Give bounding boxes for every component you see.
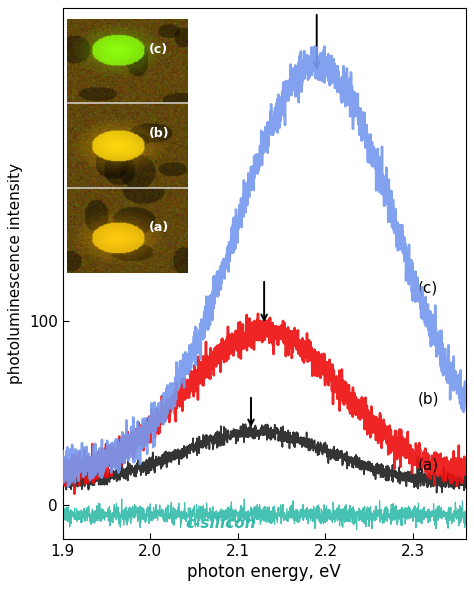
X-axis label: photon energy, eV: photon energy, eV: [187, 562, 341, 581]
Text: (b): (b): [418, 391, 439, 406]
Text: (a): (a): [418, 458, 438, 472]
Y-axis label: photoluminescence intensity: photoluminescence intensity: [9, 163, 23, 384]
Text: c-silicon: c-silicon: [185, 517, 256, 531]
Text: (c): (c): [418, 281, 438, 296]
